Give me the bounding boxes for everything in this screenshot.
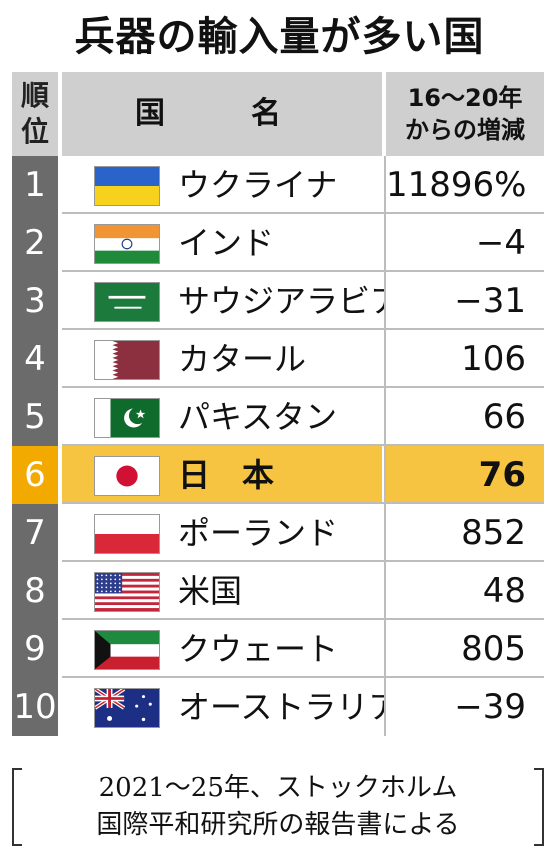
table-row: 3 サウジアラビア −31: [12, 272, 544, 330]
table-header: 順位 国 名 16〜20年 からの増減: [12, 72, 544, 156]
change-cell: −31: [386, 272, 544, 330]
country-name: パキスタン: [178, 398, 338, 436]
change-cell: 852: [386, 504, 544, 562]
column-divider: [384, 562, 386, 620]
table-row: 7 ポーランド 852: [12, 504, 544, 562]
change-cell: 76: [386, 446, 544, 504]
country-name: サウジアラビア: [178, 282, 403, 320]
country-name: クウェート: [178, 630, 339, 668]
table-row: 6 日 本 76: [12, 446, 544, 504]
country-name: ウクライナ: [178, 166, 338, 204]
column-divider: [384, 620, 386, 678]
row-divider: [62, 560, 544, 562]
column-divider: [384, 446, 386, 504]
kuwait-flag-icon: [94, 630, 160, 670]
country-name: カタール: [178, 340, 307, 378]
source-note: 2021〜25年、ストックホルム 国際平和研究所の報告書による: [12, 768, 544, 848]
change-cell: −4: [386, 214, 544, 272]
country-cell: ポーランド: [62, 504, 382, 562]
country-name: 米国: [178, 572, 243, 610]
source-line-1: 2021〜25年、ストックホルム: [98, 773, 458, 803]
rank-cell: 2: [12, 214, 58, 272]
country-cell: カタール: [62, 330, 382, 388]
ranking-table: 順位 国 名 16〜20年 からの増減 1 ウクライナ 11896% 2 インド −4 3 サ…: [12, 72, 544, 736]
column-divider: [384, 156, 386, 214]
table-row: 10 オーストラリア −39: [12, 678, 544, 736]
qatar-flag-icon: [94, 340, 160, 380]
row-divider: [62, 328, 544, 330]
row-divider: [62, 386, 544, 388]
country-cell: クウェート: [62, 620, 382, 678]
column-divider: [384, 272, 386, 330]
change-cell: 805: [386, 620, 544, 678]
table-row: 2 インド −4: [12, 214, 544, 272]
header-country: 国 名: [62, 72, 382, 156]
table-row: 4 カタール 106: [12, 330, 544, 388]
rank-cell: 7: [12, 504, 58, 562]
row-divider: [62, 618, 544, 620]
change-cell: 11896%: [386, 156, 544, 214]
saudi-arabia-flag-icon: [94, 282, 160, 322]
table-row: 9 クウェート 805: [12, 620, 544, 678]
row-divider: [62, 212, 544, 214]
change-cell: 48: [386, 562, 544, 620]
header-rank: 順位: [12, 72, 58, 156]
country-cell: オーストラリア: [62, 678, 400, 736]
rank-cell: 8: [12, 562, 58, 620]
change-cell: 106: [386, 330, 544, 388]
ukraine-flag-icon: [94, 166, 160, 206]
rank-cell: 10: [12, 678, 58, 736]
rank-cell: 3: [12, 272, 58, 330]
table-row: 8 米国 48: [12, 562, 544, 620]
column-divider: [384, 214, 386, 272]
column-divider: [384, 388, 386, 446]
india-flag-icon: [94, 224, 160, 264]
country-cell: インド: [62, 214, 382, 272]
country-cell: サウジアラビア: [62, 272, 402, 330]
column-divider: [384, 678, 386, 736]
japan-flag-icon: [94, 456, 160, 496]
australia-flag-icon: [94, 688, 160, 728]
country-cell: パキスタン: [62, 388, 382, 446]
rank-cell: 6: [12, 446, 58, 504]
pakistan-flag-icon: [94, 398, 160, 438]
usa-flag-icon: [94, 572, 160, 612]
rank-cell: 1: [12, 156, 58, 214]
left-bracket: [12, 768, 22, 846]
table-row: 5 パキスタン 66: [12, 388, 544, 446]
chart-title: 兵器の輸入量が多い国: [74, 14, 485, 60]
column-divider: [384, 504, 386, 562]
row-divider: [62, 270, 544, 272]
table-row: 1 ウクライナ 11896%: [12, 156, 544, 214]
country-cell: 米国: [62, 562, 382, 620]
header-change: 16〜20年 からの増減: [386, 72, 544, 156]
rank-cell: 9: [12, 620, 58, 678]
change-cell: 66: [386, 388, 544, 446]
row-divider: [62, 444, 544, 446]
rank-cell: 5: [12, 388, 58, 446]
country-name: オーストラリア: [178, 688, 401, 726]
row-divider: [62, 502, 544, 504]
column-divider: [384, 330, 386, 388]
rank-cell: 4: [12, 330, 58, 388]
right-bracket: [534, 768, 544, 846]
change-cell: −39: [386, 678, 544, 736]
country-cell: ウクライナ: [62, 156, 382, 214]
country-name: ポーランド: [178, 514, 339, 552]
country-name: 日 本: [178, 456, 275, 494]
source-line-2: 国際平和研究所の報告書による: [96, 810, 460, 840]
poland-flag-icon: [94, 514, 160, 554]
country-name: インド: [178, 224, 275, 262]
country-cell: 日 本: [62, 446, 382, 504]
row-divider: [62, 676, 544, 678]
